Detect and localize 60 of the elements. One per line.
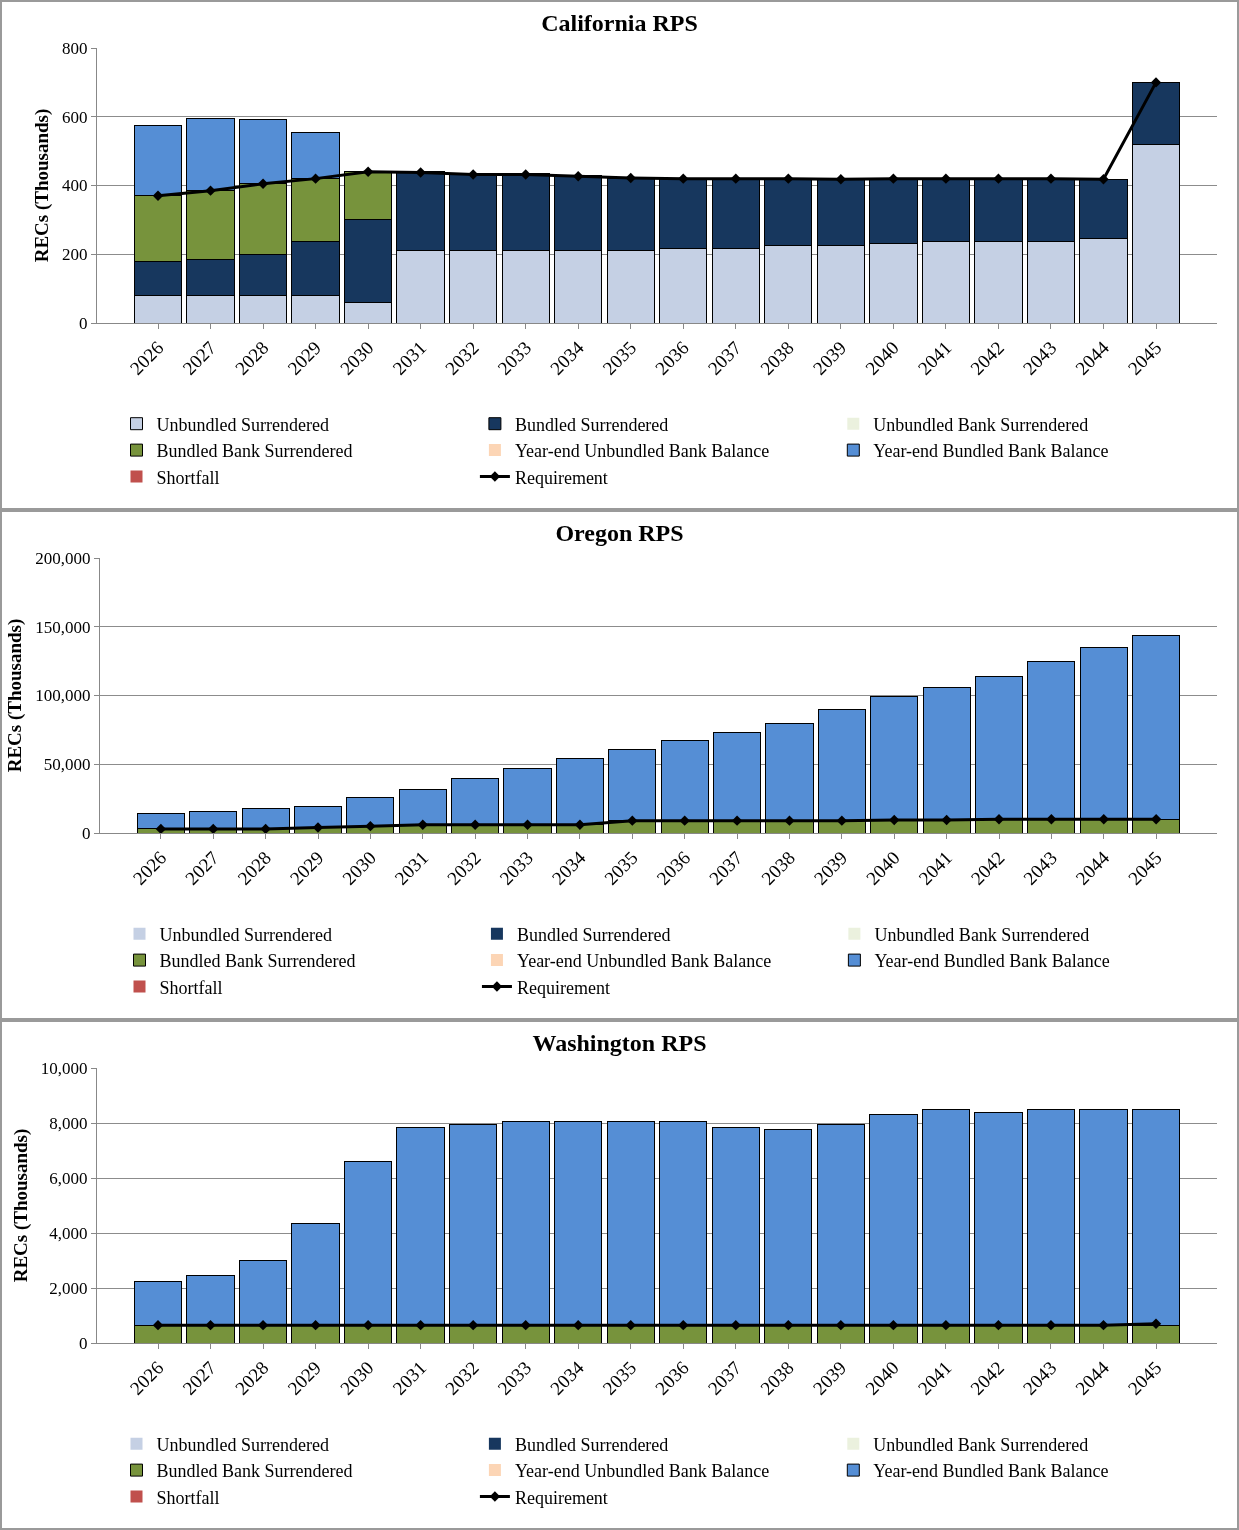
legend-label: Year-end Bundled Bank Balance	[873, 441, 1109, 462]
legend-label: Bundled Surrendered	[514, 414, 669, 435]
y-axis-title: RECs (Thousands)	[9, 1128, 32, 1283]
point	[1150, 77, 1162, 88]
y-tick-label: 0	[79, 1333, 88, 1353]
y-tick-label: 6,000	[49, 1168, 88, 1188]
point	[888, 173, 899, 184]
legend-label: Bundled Surrendered	[514, 1434, 669, 1455]
point	[152, 190, 164, 202]
y-tick-label: 0	[79, 313, 88, 333]
legend-label: Year-end Bundled Bank Balance	[874, 951, 1110, 972]
y-axis-title: RECs (Thousands)	[4, 618, 27, 773]
y-tick-label: 50,000	[43, 755, 91, 775]
legend-label: Unbundled Bank Surrendered	[873, 414, 1089, 435]
point	[730, 173, 741, 184]
legend-label: Year-end Unbundled Bank Balance	[514, 1461, 770, 1482]
y-tick-label: 0	[82, 823, 91, 843]
chart-title: Washington RPS	[532, 1030, 707, 1057]
y-tick-label: 10,000	[40, 1058, 88, 1078]
legend-label: Bundled Bank Surrendered	[156, 1461, 353, 1482]
chart-title: California RPS	[541, 10, 698, 37]
point	[257, 178, 269, 189]
legend-label: Shortfall	[159, 977, 223, 998]
point	[310, 173, 321, 184]
legend-label: Shortfall	[156, 467, 220, 488]
legend-label: Requirement	[514, 1487, 608, 1508]
legend-label: Unbundled Surrendered	[156, 1434, 329, 1455]
chart-title: Oregon RPS	[555, 520, 684, 547]
legend-label: Unbundled Bank Surrendered	[874, 924, 1090, 945]
point	[1098, 174, 1109, 185]
y-tick-label: 4,000	[49, 1223, 88, 1243]
y-tick-label: 600	[62, 107, 88, 127]
point	[993, 173, 1004, 184]
point	[678, 173, 689, 184]
legend-label: Unbundled Surrendered	[156, 414, 329, 435]
point	[625, 172, 636, 184]
legend-label: Requirement	[516, 977, 610, 998]
y-tick-label: 400	[62, 176, 88, 196]
y-tick-label: 8,000	[49, 1113, 88, 1133]
point	[1045, 173, 1057, 184]
legend-label: Year-end Bundled Bank Balance	[873, 1461, 1109, 1482]
y-tick-label: 150,000	[35, 617, 91, 637]
point	[205, 185, 216, 196]
point	[783, 173, 794, 184]
point	[362, 166, 374, 177]
y-tick-label: 200,000	[35, 548, 91, 568]
legend-label: Unbundled Bank Surrendered	[873, 1434, 1089, 1455]
y-tick-label: 100,000	[35, 686, 91, 706]
legend-label: Year-end Unbundled Bank Balance	[516, 951, 772, 972]
legend-label: Requirement	[514, 467, 608, 488]
legend-label: Unbundled Surrendered	[159, 924, 332, 945]
y-tick-label: 200	[62, 245, 88, 265]
y-tick-label: 800	[62, 38, 88, 58]
legend-label: Shortfall	[156, 1487, 220, 1508]
legend-label: Bundled Bank Surrendered	[159, 951, 356, 972]
legend-label: Year-end Unbundled Bank Balance	[514, 441, 770, 462]
y-tick-label: 2,000	[49, 1278, 88, 1298]
legend-label: Bundled Bank Surrendered	[156, 441, 353, 462]
legend-label: Bundled Surrendered	[516, 924, 671, 945]
y-axis-title: RECs (Thousands)	[30, 108, 53, 263]
